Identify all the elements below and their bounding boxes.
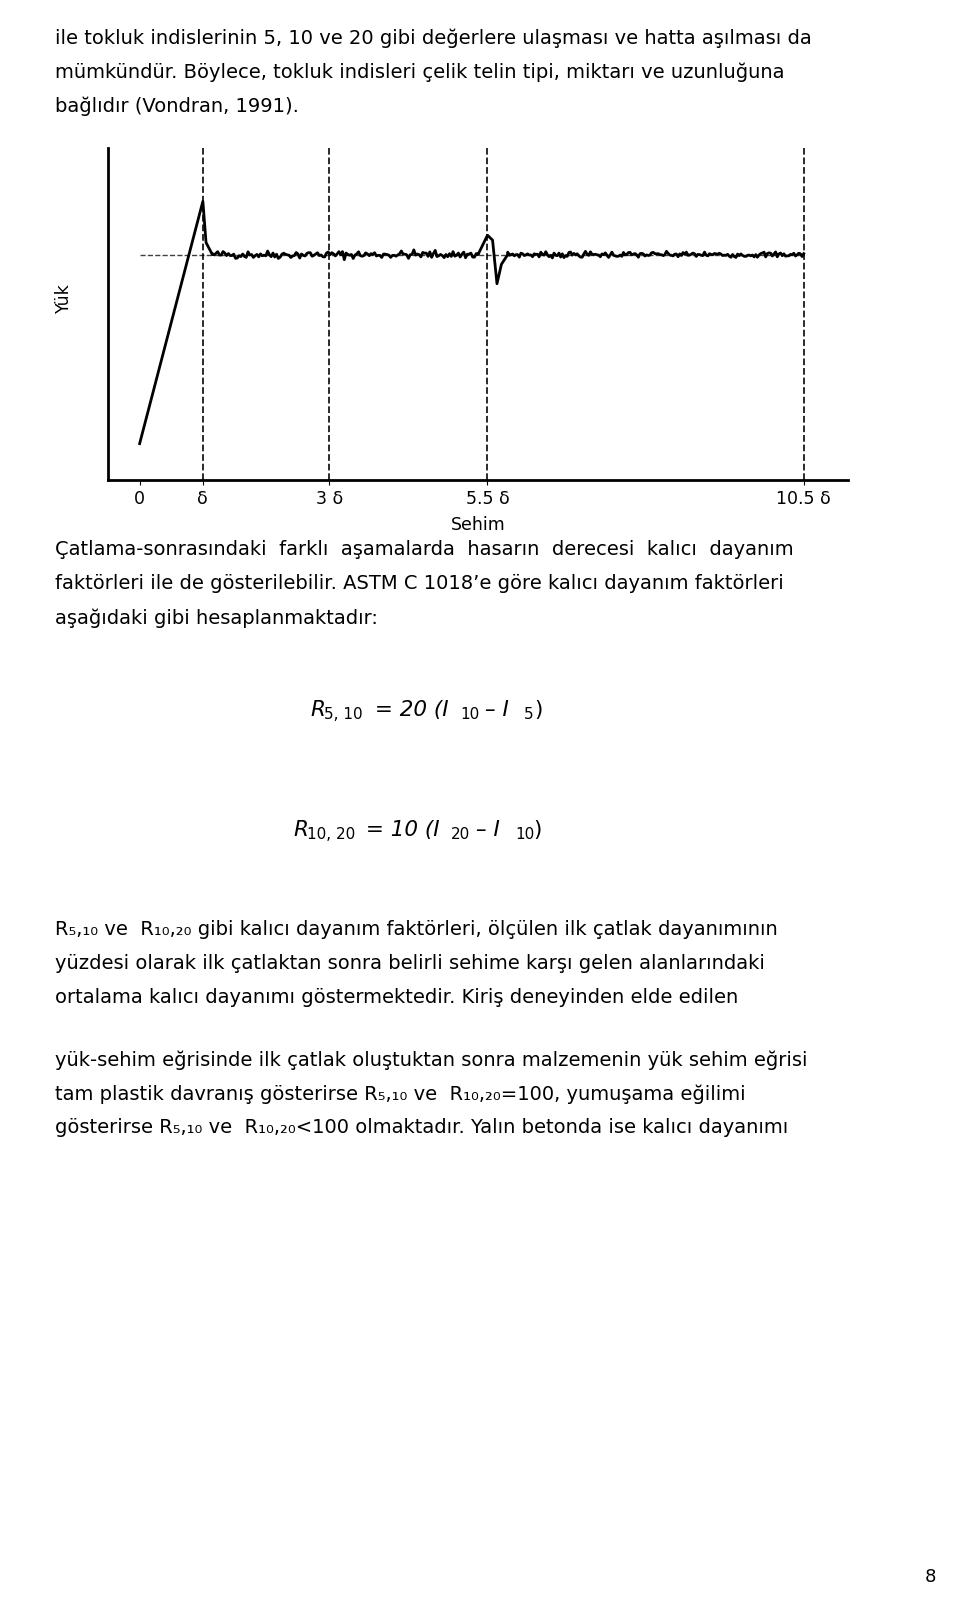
Text: 5: 5 [524, 707, 534, 722]
X-axis label: Sehim: Sehim [450, 517, 505, 534]
Text: Çatlama-sonrasındaki  farklı  aşamalarda  hasarın  derecesi  kalıcı  dayanım: Çatlama-sonrasındaki farklı aşamalarda h… [55, 541, 794, 558]
Text: R: R [310, 701, 325, 720]
Text: 8: 8 [924, 1568, 936, 1586]
Text: ): ) [534, 701, 542, 720]
Text: ortalama kalıcı dayanımı göstermektedir. Kiriş deneyinden elde edilen: ortalama kalıcı dayanımı göstermektedir.… [55, 987, 738, 1006]
Text: 5, 10: 5, 10 [324, 707, 363, 722]
Text: tam plastik davranış gösterirse R₅,₁₀ ve  R₁₀,₂₀=100, yumuşama eğilimi: tam plastik davranış gösterirse R₅,₁₀ ve… [55, 1085, 746, 1104]
Text: ): ) [533, 819, 541, 840]
Text: ile tokluk indislerinin 5, 10 ve 20 gibi değerlere ulaşması ve hatta aşılması da: ile tokluk indislerinin 5, 10 ve 20 gibi… [55, 27, 812, 48]
Text: 10: 10 [515, 827, 535, 842]
Text: bağlıdır (Vondran, 1991).: bağlıdır (Vondran, 1991). [55, 96, 299, 115]
Text: – I: – I [478, 701, 509, 720]
Text: aşağıdaki gibi hesaplanmaktadır:: aşağıdaki gibi hesaplanmaktadır: [55, 608, 378, 627]
Text: faktörleri ile de gösterilebilir. ASTM C 1018’e göre kalıcı dayanım faktörleri: faktörleri ile de gösterilebilir. ASTM C… [55, 574, 783, 594]
Text: 20: 20 [451, 827, 470, 842]
Text: R₅,₁₀ ve  R₁₀,₂₀ gibi kalıcı dayanım faktörleri, ölçülen ilk çatlak dayanımının: R₅,₁₀ ve R₁₀,₂₀ gibi kalıcı dayanım fakt… [55, 920, 778, 939]
Text: gösterirse R₅,₁₀ ve  R₁₀,₂₀<100 olmaktadır. Yalın betonda ise kalıcı dayanımı: gösterirse R₅,₁₀ ve R₁₀,₂₀<100 olmaktadı… [55, 1118, 788, 1138]
Text: R: R [293, 819, 308, 840]
Text: = 10 (I: = 10 (I [359, 819, 440, 840]
Text: mümkündür. Böylece, tokluk indisleri çelik telin tipi, miktarı ve uzunluğuna: mümkündür. Böylece, tokluk indisleri çel… [55, 62, 784, 82]
Text: Yük: Yük [55, 283, 73, 314]
Text: = 20 (I: = 20 (I [368, 701, 448, 720]
Text: 10: 10 [460, 707, 479, 722]
Text: – I: – I [469, 819, 500, 840]
Text: yüzdesi olarak ilk çatlaktan sonra belirli sehime karşı gelen alanlarındaki: yüzdesi olarak ilk çatlaktan sonra belir… [55, 954, 765, 973]
Text: 10, 20: 10, 20 [307, 827, 355, 842]
Text: yük-sehim eğrisinde ilk çatlak oluştuktan sonra malzemenin yük sehim eğrisi: yük-sehim eğrisinde ilk çatlak oluştukta… [55, 1050, 807, 1069]
